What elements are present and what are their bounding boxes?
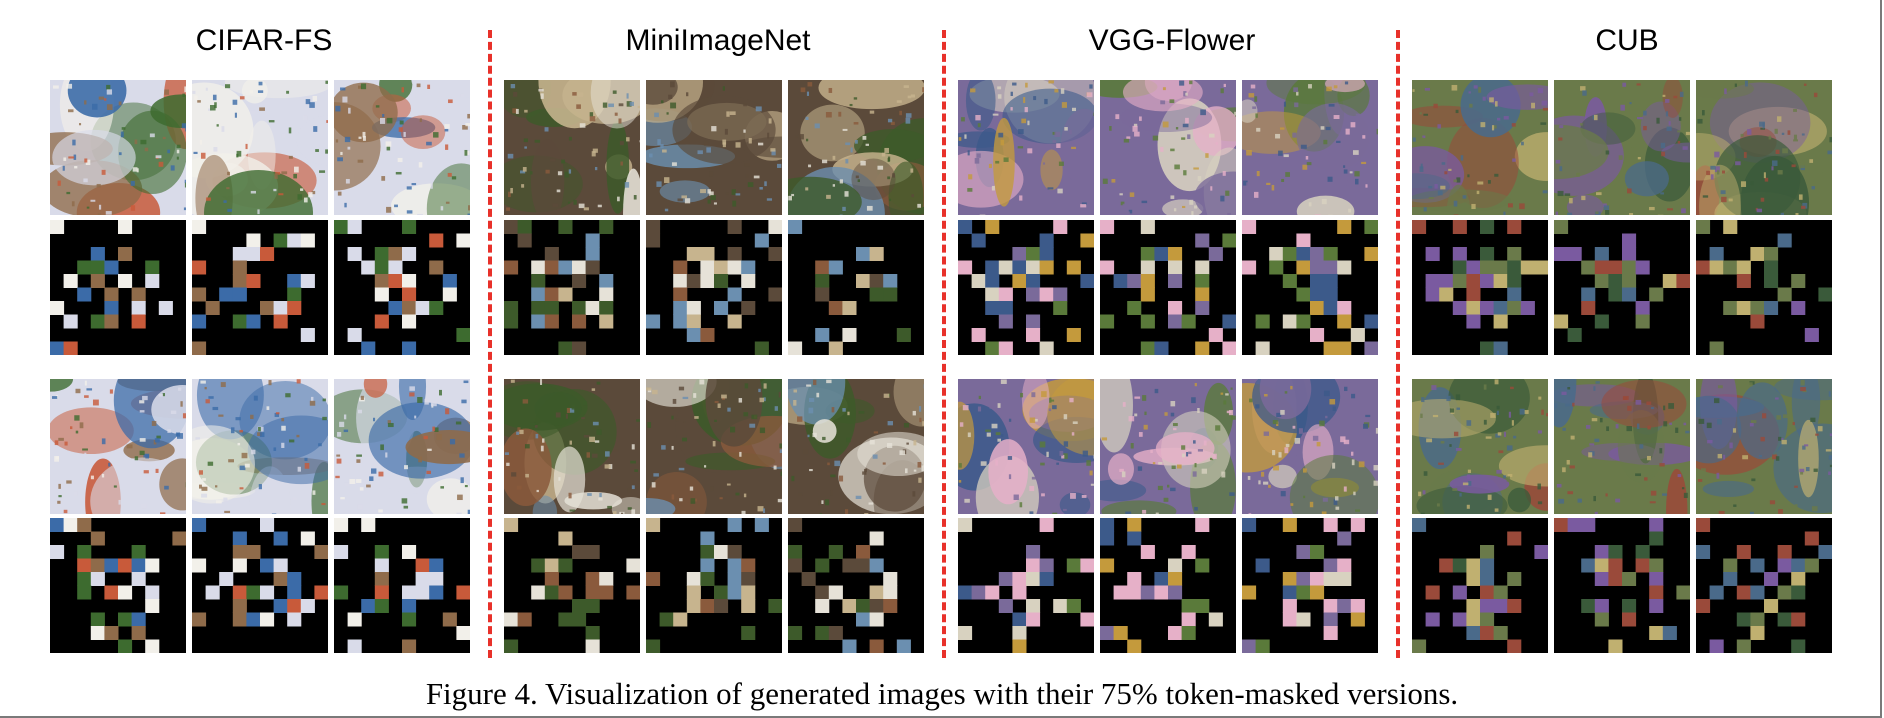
generated-image-vgg-flower <box>958 80 1094 215</box>
dataset-title-cifar-fs: CIFAR-FS <box>195 24 333 57</box>
masked-image-cub <box>1412 518 1548 653</box>
generated-image-cifar-fs <box>50 80 186 215</box>
masked-image-cifar-fs <box>50 220 186 355</box>
generated-image-miniimagenet <box>646 80 782 215</box>
masked-image-vgg-flower <box>1100 518 1236 653</box>
dataset-divider <box>1396 30 1400 658</box>
generated-image-cub <box>1554 379 1690 514</box>
generated-image-miniimagenet <box>646 379 782 514</box>
masked-image-cub <box>1554 220 1690 355</box>
masked-image-cub <box>1696 518 1832 653</box>
figure-caption: Figure 4. Visualization of generated ima… <box>425 676 1459 711</box>
masked-image-vgg-flower <box>958 220 1094 355</box>
generated-image-cifar-fs <box>192 379 328 514</box>
generated-image-cub <box>1696 379 1832 514</box>
generated-image-miniimagenet <box>788 80 924 215</box>
masked-image-cifar-fs <box>334 518 470 653</box>
masked-image-cub <box>1554 518 1690 653</box>
masked-image-vgg-flower <box>958 518 1094 653</box>
generated-image-cub <box>1412 80 1548 215</box>
generated-image-vgg-flower <box>958 379 1094 514</box>
masked-image-vgg-flower <box>1242 518 1378 653</box>
generated-image-miniimagenet <box>504 80 640 215</box>
dataset-title-vgg-flower: VGG-Flower <box>1088 24 1256 57</box>
masked-image-vgg-flower <box>1242 220 1378 355</box>
generated-image-vgg-flower <box>1100 379 1236 514</box>
masked-image-cifar-fs <box>50 518 186 653</box>
masked-image-cub <box>1696 220 1832 355</box>
generated-image-cifar-fs <box>192 80 328 215</box>
generated-image-miniimagenet <box>504 379 640 514</box>
masked-image-vgg-flower <box>1100 220 1236 355</box>
generated-image-cifar-fs <box>50 379 186 514</box>
masked-image-miniimagenet <box>504 518 640 653</box>
dataset-divider <box>942 30 946 658</box>
generated-image-cub <box>1696 80 1832 215</box>
masked-image-miniimagenet <box>646 518 782 653</box>
generated-image-cifar-fs <box>334 80 470 215</box>
dataset-title-cub: CUB <box>1595 24 1659 57</box>
generated-image-vgg-flower <box>1242 379 1378 514</box>
generated-image-cub <box>1554 80 1690 215</box>
masked-image-cifar-fs <box>192 220 328 355</box>
dataset-title-miniimagenet: MiniImageNet <box>625 24 811 57</box>
dataset-divider <box>488 30 492 658</box>
masked-image-miniimagenet <box>788 220 924 355</box>
generated-image-miniimagenet <box>788 379 924 514</box>
masked-image-cub <box>1412 220 1548 355</box>
generated-image-vgg-flower <box>1242 80 1378 215</box>
generated-image-vgg-flower <box>1100 80 1236 215</box>
masked-image-miniimagenet <box>788 518 924 653</box>
generated-image-cifar-fs <box>334 379 470 514</box>
generated-image-cub <box>1412 379 1548 514</box>
masked-image-miniimagenet <box>646 220 782 355</box>
masked-image-cifar-fs <box>334 220 470 355</box>
masked-image-miniimagenet <box>504 220 640 355</box>
masked-image-cifar-fs <box>192 518 328 653</box>
